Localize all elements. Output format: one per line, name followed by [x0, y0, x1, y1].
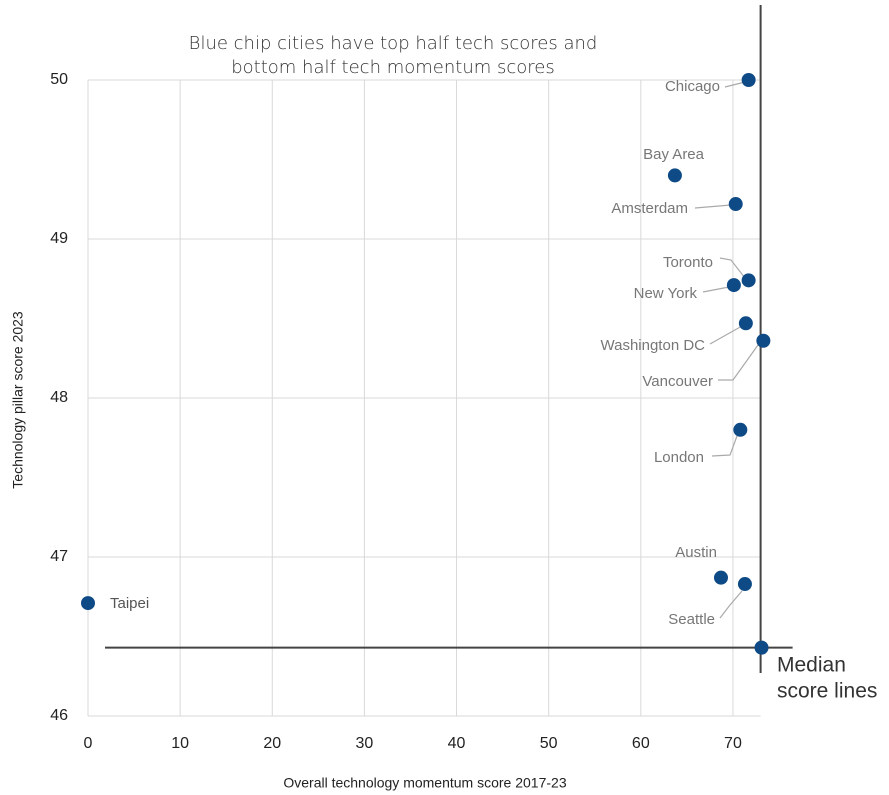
point — [728, 197, 743, 212]
x-tick-label: 0 — [84, 735, 93, 752]
point-label: Washington DC — [601, 337, 706, 354]
leader-line — [711, 435, 738, 457]
point — [737, 577, 752, 592]
point-label: Vancouver — [642, 373, 713, 390]
leader-line — [702, 286, 730, 293]
median-label: Median — [777, 654, 846, 677]
point — [741, 73, 756, 87]
y-tick-label: 50 — [50, 71, 68, 88]
y-tick-label: 47 — [50, 548, 68, 565]
point — [738, 316, 753, 331]
x-tick-label: 20 — [263, 735, 281, 752]
point — [754, 640, 769, 655]
leader-line — [719, 590, 743, 619]
point-label: Chicago — [665, 78, 720, 95]
y-tick-label: 46 — [50, 707, 68, 724]
point — [733, 422, 748, 437]
x-axis-title: Overall technology momentum score 2017-2… — [283, 775, 566, 791]
x-tick-label: 30 — [356, 735, 374, 752]
point — [713, 570, 728, 585]
point-label: Toronto — [663, 254, 713, 271]
y-tick-label: 49 — [50, 230, 68, 247]
x-tick-label: 60 — [632, 735, 650, 752]
leader-line — [719, 257, 746, 279]
point — [81, 596, 95, 611]
point-label: New York — [634, 285, 698, 302]
chart-title: Blue chip cities have top half tech scor… — [188, 33, 598, 78]
leader-line — [694, 204, 732, 209]
point-label: Seattle — [668, 611, 715, 628]
point — [756, 333, 771, 348]
leader-line — [724, 81, 746, 88]
y-axis-title: Technology pillar score 2023 — [10, 311, 26, 489]
point — [726, 278, 741, 293]
point — [741, 273, 756, 288]
point-label: London — [654, 449, 704, 466]
point-label: Bay Area — [643, 146, 705, 163]
x-tick-label: 70 — [724, 735, 742, 752]
leader-line — [718, 344, 759, 381]
x-tick-label: 50 — [540, 735, 558, 752]
y-tick-label: 48 — [50, 389, 68, 406]
point-label: Amsterdam — [611, 200, 688, 217]
point-label: Taipei — [110, 595, 149, 612]
point-label: Austin — [675, 544, 717, 561]
median-label: score lines — [777, 680, 877, 703]
x-tick-label: 10 — [171, 735, 189, 752]
leader-line — [709, 325, 743, 345]
x-tick-label: 40 — [448, 735, 466, 752]
point — [667, 168, 682, 183]
